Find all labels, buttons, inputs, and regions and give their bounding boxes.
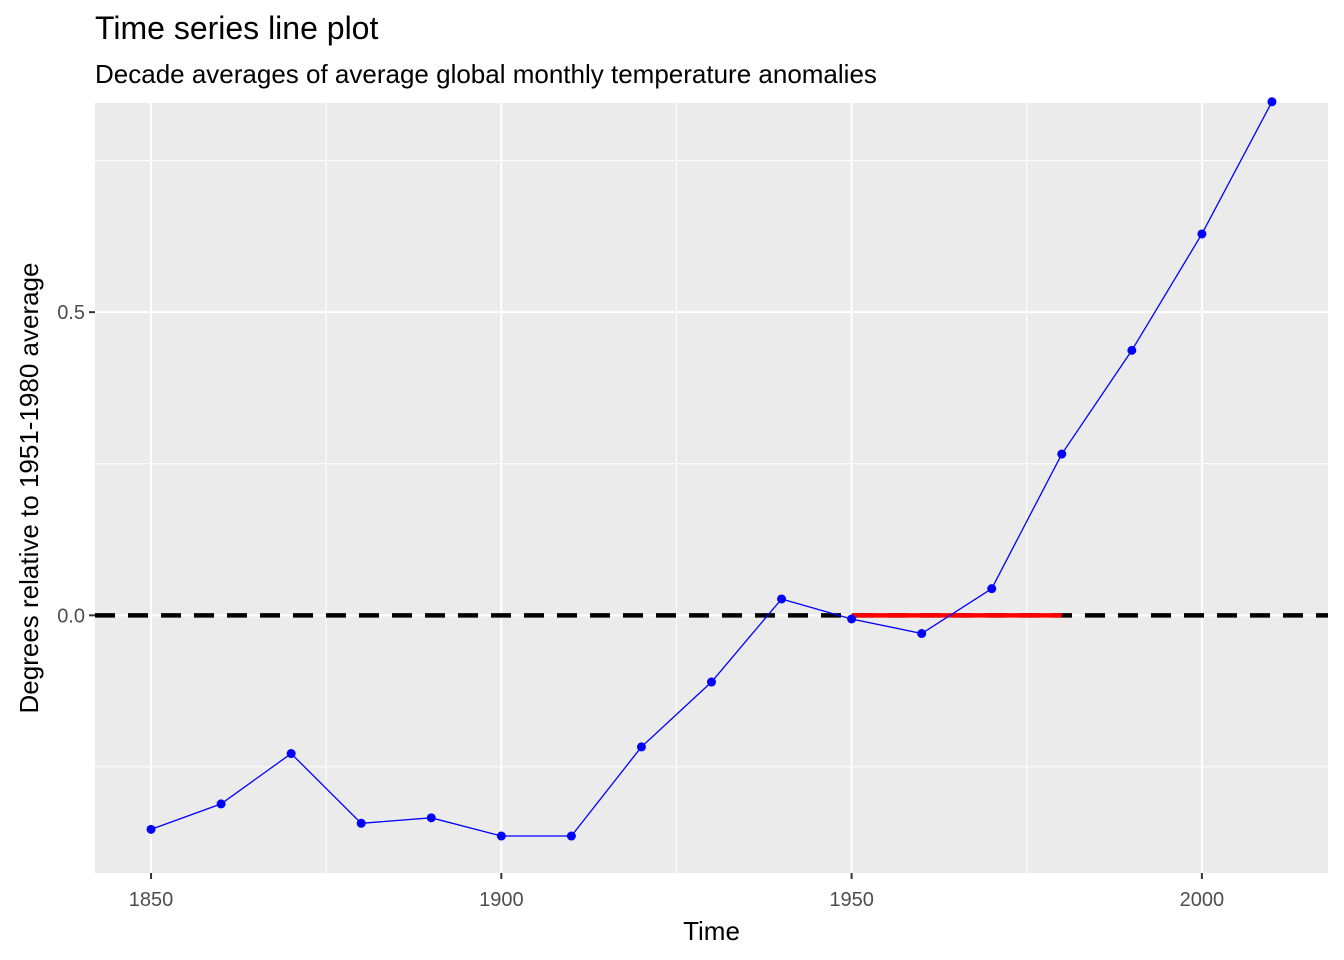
x-tick-label: 1900 <box>479 889 524 911</box>
data-point <box>1127 345 1137 355</box>
data-point <box>426 813 436 823</box>
data-point <box>496 831 506 841</box>
data-point <box>777 594 787 604</box>
plot-panel <box>95 103 1328 873</box>
y-tick-label: 0.5 <box>57 302 85 324</box>
data-point <box>987 584 997 594</box>
data-point <box>356 818 366 828</box>
x-tick-label: 1850 <box>129 889 174 911</box>
y-axis-title: Degrees relative to 1951-1980 average <box>14 263 44 714</box>
y-axis: 0.0 0.5 <box>57 302 95 627</box>
chart-subtitle: Decade averages of average global monthl… <box>95 59 877 89</box>
data-point <box>146 824 156 834</box>
x-axis-title: Time <box>683 916 740 946</box>
x-axis: 1850 1900 1950 2000 <box>129 873 1224 911</box>
data-point <box>1267 97 1277 107</box>
data-point <box>1057 449 1067 459</box>
x-tick-label: 2000 <box>1180 889 1225 911</box>
data-point <box>286 749 296 759</box>
y-tick-label: 0.0 <box>57 605 85 627</box>
chart-title: Time series line plot <box>95 10 379 46</box>
minor-gridlines <box>95 103 1328 873</box>
data-point <box>216 799 226 809</box>
series-group <box>146 97 1277 841</box>
data-point <box>707 677 716 687</box>
data-point <box>847 614 857 624</box>
data-point <box>1197 229 1207 239</box>
data-point <box>917 629 927 639</box>
data-point <box>636 742 646 752</box>
x-tick-label: 1950 <box>829 889 874 911</box>
data-point <box>566 831 576 841</box>
